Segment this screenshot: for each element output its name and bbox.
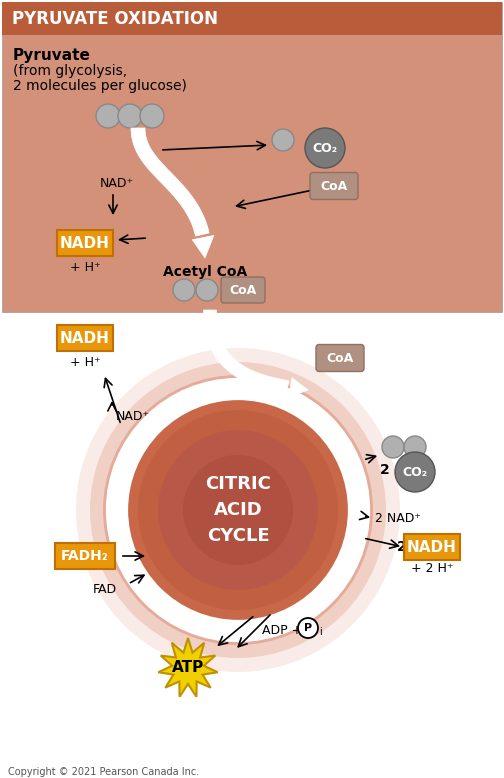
Text: i: i [319,627,322,637]
Text: CO₂: CO₂ [402,465,427,478]
Text: PYRUVATE OXIDATION: PYRUVATE OXIDATION [12,10,218,28]
Text: 2: 2 [397,540,407,554]
FancyBboxPatch shape [2,2,502,35]
Text: 2: 2 [380,463,390,477]
Text: P: P [304,623,312,633]
Text: NADH: NADH [407,539,457,555]
FancyBboxPatch shape [57,230,113,256]
Circle shape [404,436,426,458]
Text: (from glycolysis,: (from glycolysis, [13,64,127,78]
Text: ATP: ATP [172,661,204,675]
Circle shape [103,375,373,645]
Text: NAD⁺: NAD⁺ [100,177,134,190]
FancyBboxPatch shape [221,277,265,303]
Text: Pyruvate: Pyruvate [13,48,91,63]
Circle shape [96,104,120,128]
Circle shape [138,410,338,610]
Text: CoA: CoA [229,283,257,296]
FancyBboxPatch shape [55,543,115,569]
FancyBboxPatch shape [316,345,364,372]
Text: NAD⁺: NAD⁺ [116,409,150,422]
Text: + H⁺: + H⁺ [70,356,100,369]
Text: CITRIC
ACID
CYCLE: CITRIC ACID CYCLE [205,475,271,545]
Text: NADH: NADH [60,236,110,251]
Polygon shape [192,236,214,258]
Text: + H⁺: + H⁺ [70,261,100,274]
FancyBboxPatch shape [2,2,502,312]
Polygon shape [204,310,289,394]
Text: ADP +: ADP + [262,623,306,636]
Circle shape [395,452,435,492]
Circle shape [272,129,294,151]
Text: FAD: FAD [93,583,117,596]
Circle shape [173,279,195,301]
Polygon shape [289,377,308,398]
Circle shape [116,388,360,632]
Circle shape [158,430,318,590]
Circle shape [140,104,164,128]
Text: 2 NAD⁺: 2 NAD⁺ [375,511,421,524]
Circle shape [382,436,404,458]
Polygon shape [158,638,218,697]
Circle shape [120,392,356,628]
Text: FADH₂: FADH₂ [61,549,109,563]
Text: Acetyl CoA: Acetyl CoA [163,265,247,279]
Text: + 2 H⁺: + 2 H⁺ [411,562,453,575]
Circle shape [298,618,318,638]
Text: CoA: CoA [321,180,348,192]
Circle shape [305,128,345,168]
Text: CO₂: CO₂ [312,142,338,155]
Circle shape [76,348,400,672]
Circle shape [183,455,293,565]
Text: CoA: CoA [327,352,354,365]
Polygon shape [131,128,209,236]
Circle shape [118,104,142,128]
Text: 2 molecules per glucose): 2 molecules per glucose) [13,79,187,93]
Circle shape [196,279,218,301]
Circle shape [90,362,386,658]
FancyBboxPatch shape [310,173,358,199]
FancyBboxPatch shape [404,534,460,560]
Text: NADH: NADH [60,331,110,345]
FancyBboxPatch shape [57,325,113,351]
Text: Copyright © 2021 Pearson Canada Inc.: Copyright © 2021 Pearson Canada Inc. [8,767,199,777]
